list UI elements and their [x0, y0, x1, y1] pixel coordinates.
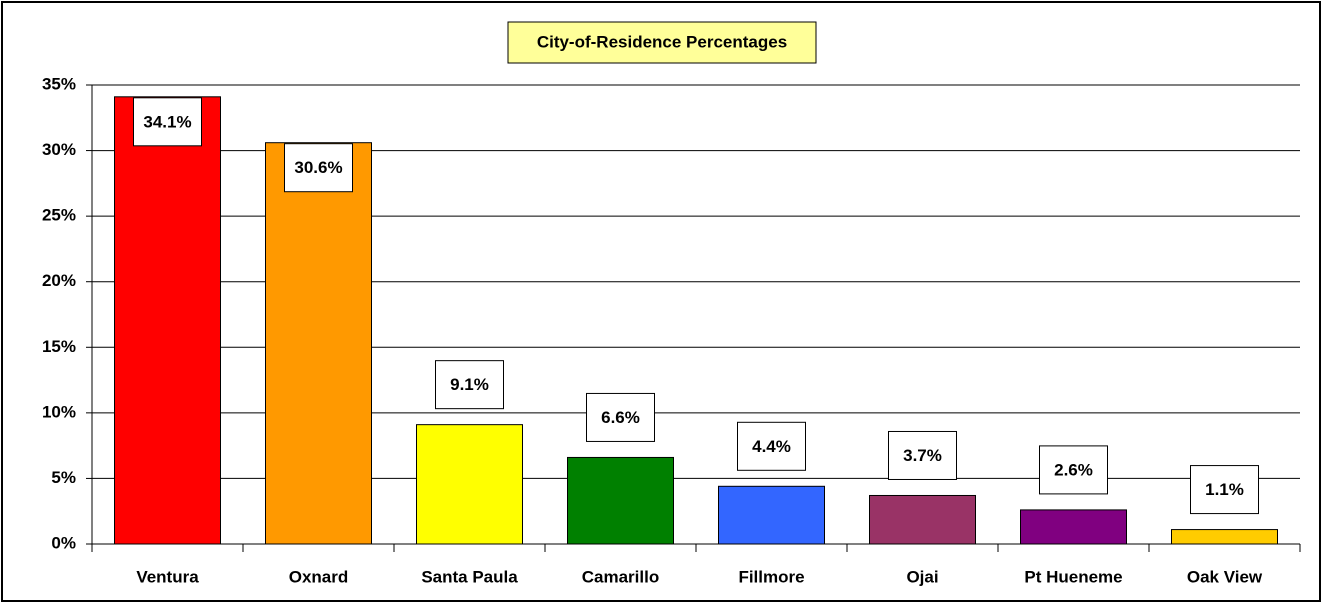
bar [718, 485, 825, 545]
y-tick-label: 0% [51, 533, 76, 552]
bar [1020, 509, 1127, 545]
y-tick-label: 30% [42, 140, 76, 159]
bar [114, 96, 221, 545]
data-label: 6.6% [601, 408, 640, 427]
y-tick-label: 35% [42, 74, 76, 93]
data-label-box [888, 430, 957, 480]
chart-title: City-of-Residence Percentages [537, 32, 787, 51]
data-label-box [737, 421, 806, 471]
x-tick-label: Oxnard [289, 567, 349, 586]
x-tick-label: Ventura [136, 567, 199, 586]
data-label: 9.1% [450, 375, 489, 394]
y-tick-label: 20% [42, 271, 76, 290]
bar [416, 424, 523, 545]
data-label: 3.7% [903, 446, 942, 465]
bar [567, 456, 674, 545]
x-tick-label: Pt Hueneme [1024, 567, 1122, 586]
y-tick-label: 25% [42, 206, 76, 225]
x-tick-label: Oak View [1187, 567, 1263, 586]
data-label-box [586, 392, 655, 442]
x-tick-label: Camarillo [582, 567, 659, 586]
x-tick-label: Fillmore [738, 567, 804, 586]
data-label-box [435, 360, 504, 410]
x-tick-label: Ojai [906, 567, 938, 586]
bar [1171, 529, 1278, 545]
bar [265, 142, 372, 545]
data-label-box [284, 143, 353, 193]
y-tick-label: 5% [51, 468, 76, 487]
data-label: 2.6% [1054, 460, 1093, 479]
data-label-box [133, 97, 202, 147]
x-tick-label: Santa Paula [421, 567, 518, 586]
data-label: 34.1% [143, 112, 191, 131]
y-tick-label: 10% [42, 402, 76, 421]
data-label-box [1190, 465, 1259, 515]
bar [869, 494, 976, 545]
data-label: 4.4% [752, 437, 791, 456]
data-label: 1.1% [1205, 480, 1244, 499]
y-tick-label: 15% [42, 337, 76, 356]
data-label-box [1039, 445, 1108, 495]
data-label: 30.6% [294, 158, 342, 177]
title-box [507, 21, 817, 64]
